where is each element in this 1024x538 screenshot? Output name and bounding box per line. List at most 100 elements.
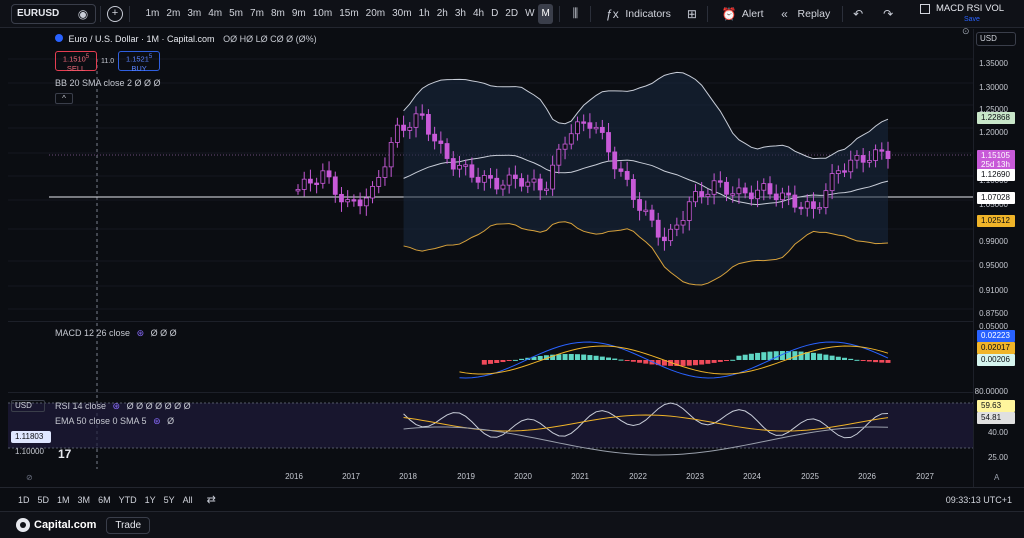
auto-scale-icon[interactable]: A [994, 473, 1000, 482]
left-currency-tag[interactable]: USD [11, 400, 45, 412]
interval-10m[interactable]: 10m [312, 7, 333, 19]
macd-legend[interactable]: MACD 12 26 close ⊛ Ø Ø Ø [55, 328, 177, 339]
macd-histogram-bar [537, 355, 543, 360]
range-1m[interactable]: 1M [57, 494, 70, 505]
macd-histogram-bar [519, 358, 525, 360]
candlestick-type-icon[interactable]: ⫼ [572, 6, 579, 20]
interval-D[interactable]: D [491, 7, 499, 19]
price-tick-label: 1.05000 [979, 200, 1008, 209]
interval-W[interactable]: W [525, 7, 535, 19]
interval-15m[interactable]: 15m [339, 7, 359, 19]
candle [668, 228, 674, 242]
interval-4m[interactable]: 4m [208, 7, 223, 19]
range-5y[interactable]: 5Y [163, 494, 175, 505]
bb-legend[interactable]: BB 20 SMA close 2 Ø Ø Ø [55, 78, 161, 88]
candle [537, 178, 543, 191]
currency-select[interactable]: USD [976, 32, 1016, 46]
range-6m[interactable]: 6M [98, 494, 111, 505]
macd-histogram-bar [810, 352, 816, 360]
candle [792, 194, 798, 208]
candle [481, 175, 487, 183]
buy-button[interactable]: 1.15215 BUY [118, 51, 161, 73]
sell-label: SELL [66, 63, 86, 73]
macd-histogram-bar [730, 359, 736, 361]
candle [717, 180, 723, 183]
candle [512, 174, 518, 179]
replay-button[interactable]: « Replay [770, 5, 837, 23]
divider [706, 5, 708, 22]
interval-2h[interactable]: 2h [436, 7, 448, 19]
symbol-search[interactable]: EURUSD [11, 3, 96, 24]
add-symbol-icon[interactable]: + [107, 5, 123, 22]
macd-histogram-bar [829, 355, 835, 360]
candle [475, 176, 481, 183]
goto-date-icon[interactable]: ⇄ [206, 494, 216, 506]
year-label-2017: 2017 [342, 472, 360, 481]
macd-histogram-bar [637, 360, 643, 363]
candle [556, 148, 562, 166]
macd-histogram-bar [581, 354, 587, 360]
candle [699, 191, 705, 198]
macd-histogram-bar [761, 352, 767, 360]
replay-icon: « [781, 6, 788, 21]
undo-icon[interactable]: ↶ [853, 6, 864, 21]
interval-2m[interactable]: 2m [166, 7, 181, 19]
interval-5m[interactable]: 5m [229, 7, 244, 19]
macd-histogram-bar [724, 360, 730, 361]
rsi-legend[interactable]: RSI 14 close ⊛ Ø Ø Ø Ø Ø Ø Ø [55, 401, 191, 412]
price-chart[interactable] [8, 29, 1016, 487]
ema-legend[interactable]: EMA 50 close 0 SMA 5 ⊛ Ø [55, 416, 174, 427]
interval-8m[interactable]: 8m [270, 7, 285, 19]
redo-icon[interactable]: ↷ [883, 6, 894, 21]
tradingview-logo-icon: 17 [58, 447, 72, 461]
interval-1m[interactable]: 1m [145, 7, 160, 19]
macd-histogram-bar [885, 360, 891, 363]
range-ytd[interactable]: YTD [118, 494, 137, 505]
macd-histogram-bar [699, 360, 705, 365]
year-label-2021: 2021 [571, 472, 589, 481]
range-1d[interactable]: 1D [18, 494, 30, 505]
candle [376, 177, 382, 187]
macd-histogram-bar [748, 353, 754, 360]
macd-histogram-bar [804, 352, 810, 360]
symbol-title: Euro / U.S. Dollar · 1M · Capital.com [68, 34, 215, 44]
interval-3m[interactable]: 3m [187, 7, 202, 19]
candle [637, 199, 642, 211]
macd-histogram-bar [835, 356, 841, 360]
candle [363, 197, 369, 207]
candle [401, 124, 406, 131]
interval-9m[interactable]: 9m [291, 7, 306, 19]
interval-20m[interactable]: 20m [365, 7, 386, 19]
range-3m[interactable]: 3M [77, 494, 91, 505]
interval-7m[interactable]: 7m [250, 7, 264, 19]
interval-1h[interactable]: 1h [418, 7, 430, 19]
candle [357, 199, 363, 207]
range-all[interactable]: All [182, 494, 193, 505]
axis-settings-icon[interactable]: ⊙ [962, 26, 970, 36]
range-5d[interactable]: 5D [37, 494, 50, 505]
candle [301, 178, 307, 190]
interval-M[interactable]: M [538, 3, 554, 24]
time-display[interactable]: 09:33:13 UTC+1 [945, 494, 1012, 505]
bb-upper-line [403, 71, 889, 160]
compare-icon[interactable]: ◉ [77, 6, 89, 21]
left-price-label: 1.10000 [15, 447, 44, 456]
ema-settings-icon: ⊛ [153, 416, 161, 426]
templates-icon[interactable]: ⊞ [686, 6, 697, 21]
interval-4h[interactable]: 4h [472, 7, 485, 19]
year-label-2023: 2023 [686, 472, 704, 481]
interval-3h[interactable]: 3h [454, 7, 466, 19]
candle [587, 122, 593, 129]
interval-2D[interactable]: 2D [505, 7, 519, 19]
alert-button[interactable]: ⏰ Alert [714, 5, 770, 23]
layout-menu[interactable]: MACD RSI VOL Save [920, 3, 1012, 25]
interval-30m[interactable]: 30m [392, 7, 412, 19]
range-1y[interactable]: 1Y [144, 494, 156, 505]
indicators-button[interactable]: ƒx Indicators [597, 5, 677, 23]
collapse-legend-button[interactable]: ^ [55, 93, 73, 104]
rsi-line [403, 402, 889, 439]
sell-button[interactable]: 1.15105 SELL [55, 51, 97, 73]
trade-button[interactable]: Trade [106, 516, 151, 534]
year-label-2027: 2027 [916, 472, 934, 481]
macd-histogram-bar [798, 351, 804, 360]
